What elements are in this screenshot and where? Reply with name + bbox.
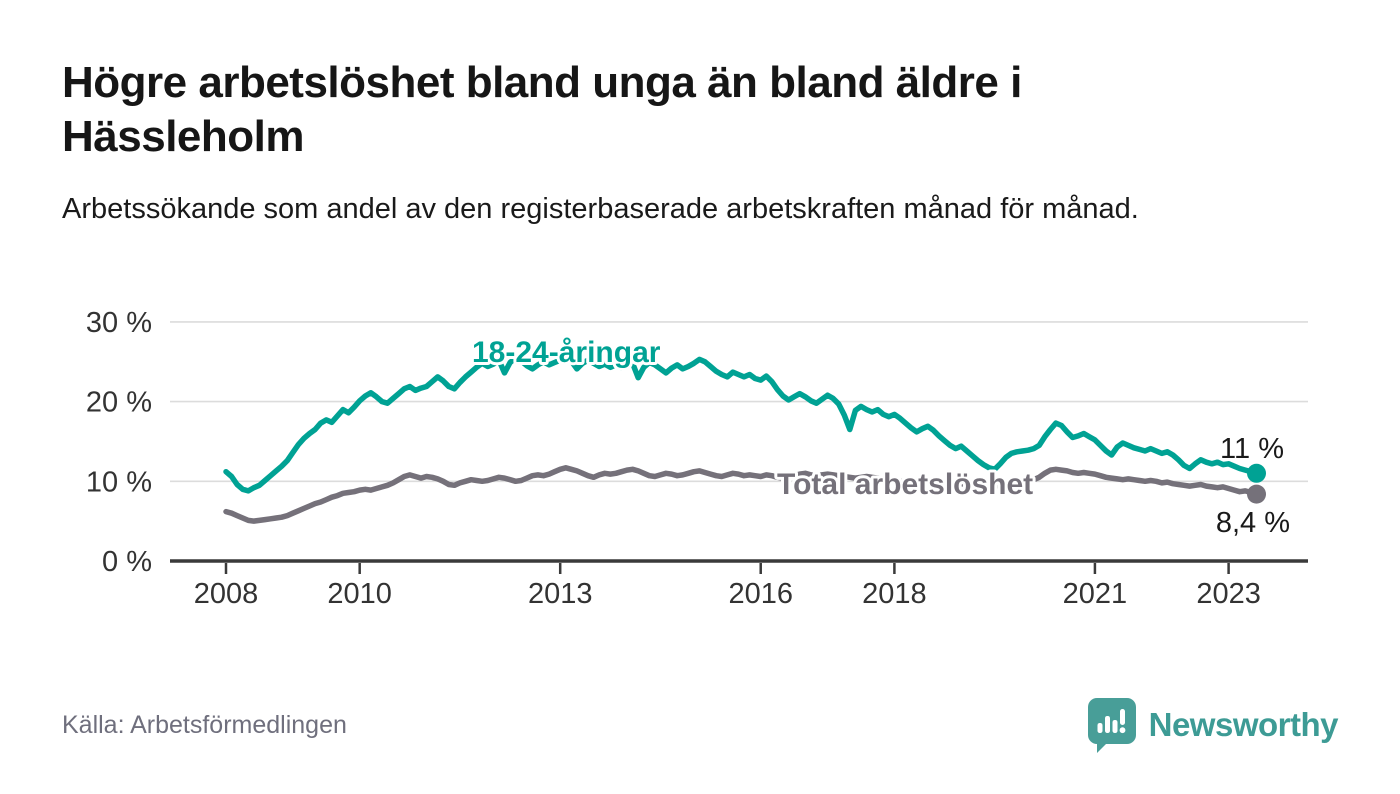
y-tick-label: 20 % — [86, 387, 152, 419]
speech-bubble-shape — [1087, 698, 1136, 753]
x-tick-label: 2016 — [728, 578, 793, 610]
y-axis-labels: 0 % 10 % 20 % 30 % — [86, 307, 152, 578]
x-tick-label: 2013 — [528, 578, 593, 610]
series-end-dot-0 — [1247, 484, 1266, 504]
chart-header: Högre arbetslöshet bland unga än bland ä… — [62, 56, 1172, 230]
brand-wordmark: Newsworthy — [1148, 706, 1339, 743]
series-end-dot-1 — [1247, 463, 1266, 483]
mini-bar-chart-icon — [1097, 709, 1126, 734]
end-value-label-youth: 11 % — [1220, 433, 1284, 465]
newsworthy-bubble-icon — [1087, 698, 1136, 753]
y-tick-label: 10 % — [86, 466, 152, 498]
x-tick-label: 2018 — [862, 578, 927, 610]
source-note: Källa: Arbetsförmedlingen — [62, 710, 347, 739]
x-tick-label: 2021 — [1063, 578, 1128, 610]
series-lines — [223, 354, 1266, 524]
x-axis: 2008 2010 2013 2016 2018 2021 2023 — [170, 559, 1308, 610]
x-tick-label: 2008 — [194, 578, 259, 610]
y-tick-label: 0 % — [102, 546, 152, 578]
chart-subtitle: Arbetssökande som andel av den registerb… — [62, 193, 1139, 226]
y-tick-label: 30 % — [86, 307, 152, 339]
series-label-total: Total arbetslöshet — [777, 468, 1033, 501]
series-line-1 — [223, 354, 1260, 494]
gridlines — [170, 321, 1308, 483]
newsworthy-logo: Newsworthy — [1087, 697, 1339, 753]
end-value-label-total: 8,4 % — [1216, 507, 1290, 539]
x-tick-label: 2023 — [1196, 578, 1261, 610]
chart-footer: Källa: Arbetsförmedlingen Newsworthy — [0, 690, 1400, 760]
series-label-youth: 18-24-åringar — [472, 336, 661, 369]
x-tick-label: 2010 — [327, 578, 392, 610]
page-title: Högre arbetslöshet bland unga än bland ä… — [62, 58, 1022, 161]
series-line-0 — [223, 465, 1260, 524]
